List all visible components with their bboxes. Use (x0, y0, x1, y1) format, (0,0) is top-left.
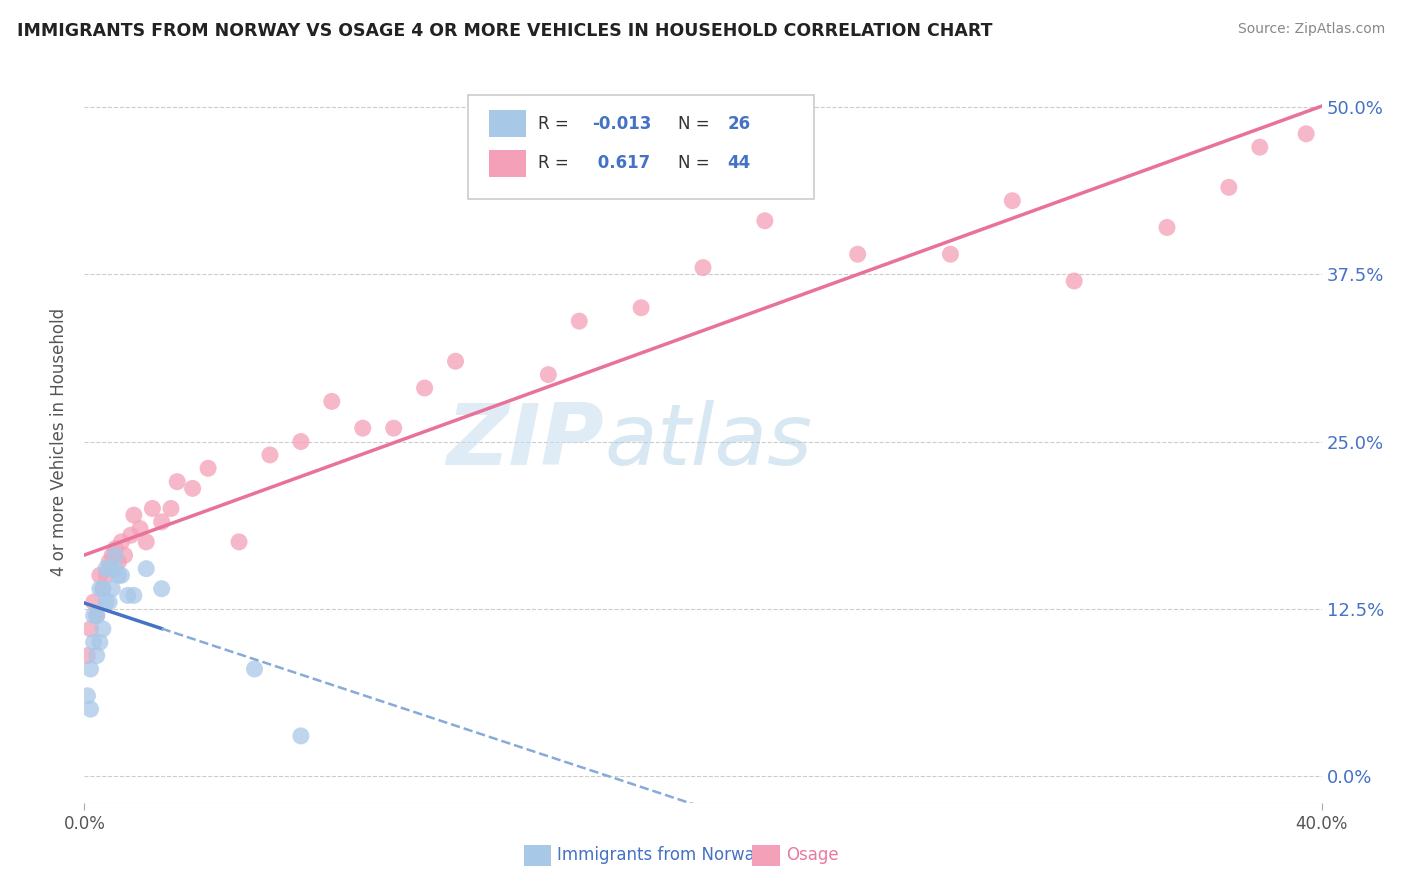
Point (98, 562, 121, 576)
Point (91, 622, 114, 636)
Point (122, 508, 145, 523)
FancyBboxPatch shape (523, 846, 551, 865)
Point (141, 501, 163, 516)
Point (104, 541, 127, 556)
Point (939, 247, 962, 261)
Point (1156, 220, 1178, 235)
Point (129, 521, 152, 535)
Point (166, 475, 188, 489)
Point (98, 555, 121, 569)
Point (150, 582, 173, 596)
Text: N =: N = (678, 115, 716, 133)
Point (76, 648, 98, 663)
Text: Immigrants from Norway: Immigrants from Norway (557, 846, 765, 863)
FancyBboxPatch shape (468, 95, 814, 200)
Point (1063, 274, 1085, 288)
Point (568, 314, 591, 328)
Point (444, 354, 467, 368)
Point (94, 595, 117, 609)
Point (104, 562, 127, 576)
Text: R =: R = (538, 115, 575, 133)
Point (537, 368, 560, 382)
Point (91, 582, 114, 596)
Y-axis label: 4 or more Vehicles in Household: 4 or more Vehicles in Household (51, 308, 69, 575)
Point (101, 548, 124, 563)
Point (117, 589, 139, 603)
Point (94, 562, 117, 576)
Point (110, 568, 132, 582)
Point (181, 482, 204, 496)
Text: R =: R = (538, 154, 575, 172)
Point (135, 535, 157, 549)
Point (101, 582, 124, 596)
Point (754, 213, 776, 227)
Point (413, 381, 436, 395)
Text: N =: N = (678, 154, 716, 172)
Point (228, 535, 250, 549)
Point (104, 548, 127, 563)
Text: ZIP: ZIP (446, 400, 605, 483)
Text: 0.617: 0.617 (592, 154, 650, 172)
FancyBboxPatch shape (752, 846, 780, 865)
FancyBboxPatch shape (489, 150, 526, 178)
Point (290, 434, 312, 449)
Point (1218, 180, 1240, 194)
Point (321, 394, 343, 409)
Point (89, 568, 111, 582)
Point (98, 595, 121, 609)
Point (846, 247, 869, 261)
Point (135, 562, 157, 576)
Point (114, 548, 136, 563)
Point (89, 635, 111, 649)
Point (76, 689, 98, 703)
Point (94, 568, 117, 582)
Point (352, 421, 374, 435)
Text: -0.013: -0.013 (592, 115, 651, 133)
Point (160, 501, 183, 516)
Text: Source: ZipAtlas.com: Source: ZipAtlas.com (1237, 22, 1385, 37)
Point (110, 535, 132, 549)
Point (83, 635, 105, 649)
Point (79, 622, 101, 636)
Text: 26: 26 (728, 115, 751, 133)
Text: atlas: atlas (605, 400, 813, 483)
Text: IMMIGRANTS FROM NORWAY VS OSAGE 4 OR MORE VEHICLES IN HOUSEHOLD CORRELATION CHAR: IMMIGRANTS FROM NORWAY VS OSAGE 4 OR MOR… (17, 22, 993, 40)
FancyBboxPatch shape (489, 110, 526, 137)
Point (1295, 127, 1317, 141)
Text: Osage: Osage (786, 846, 838, 863)
Point (1249, 140, 1271, 154)
Point (259, 448, 281, 462)
Point (86, 608, 108, 623)
Point (86, 608, 108, 623)
Point (1001, 194, 1024, 208)
Point (197, 461, 219, 475)
Point (86, 648, 108, 663)
Point (243, 662, 266, 676)
Point (122, 589, 145, 603)
Point (79, 702, 101, 716)
Point (91, 582, 114, 596)
Point (630, 301, 652, 315)
Point (89, 582, 111, 596)
Point (107, 555, 129, 569)
Point (150, 515, 173, 529)
Text: 44: 44 (728, 154, 751, 172)
Point (107, 568, 129, 582)
Point (79, 662, 101, 676)
Point (120, 528, 142, 542)
Point (382, 421, 405, 435)
Point (290, 729, 312, 743)
Point (83, 595, 105, 609)
Point (692, 260, 714, 275)
Point (83, 608, 105, 623)
